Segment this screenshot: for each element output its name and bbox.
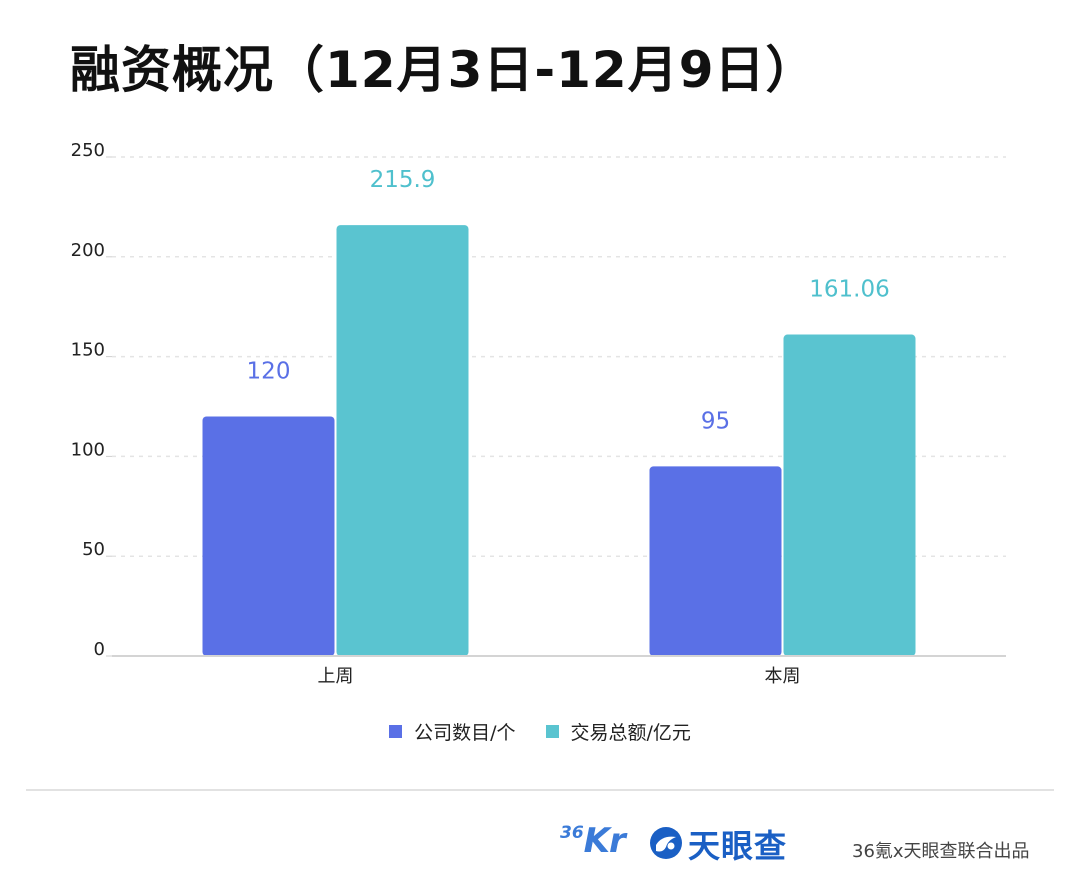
x-axis-ticks: 上周 本周 bbox=[318, 666, 801, 687]
data-label: 215.9 bbox=[370, 167, 436, 193]
legend-swatch-amount bbox=[545, 725, 559, 738]
bar-chart: 0 50 100 150 200 250 120 215.9 95 161.06 上周 本周 bbox=[71, 140, 1006, 687]
bar-amount-1 bbox=[783, 334, 916, 656]
logo-tianyancha-text: 天眼查 bbox=[688, 827, 788, 865]
legend-item-companies: 公司数目/个 bbox=[389, 718, 515, 745]
logo-36kr-number: 36 bbox=[560, 823, 584, 843]
data-label: 95 bbox=[701, 408, 730, 434]
legend-item-amount: 交易总额/亿元 bbox=[545, 718, 691, 745]
y-tick-label: 0 bbox=[94, 639, 105, 660]
footer-credit: 36氪x天眼查联合出品 bbox=[852, 841, 1030, 862]
legend-label-companies: 公司数目/个 bbox=[414, 722, 516, 744]
logo-36kr-letters: Kr bbox=[583, 821, 626, 861]
footer: 36Kr 天眼查 36氪x天眼查联合出品 bbox=[0, 815, 1080, 875]
data-labels: 120 215.9 95 161.06 bbox=[247, 167, 890, 434]
bars bbox=[202, 225, 916, 656]
bar-amount-0 bbox=[336, 225, 469, 656]
x-tick-label: 上周 bbox=[318, 666, 354, 687]
y-tick-label: 150 bbox=[71, 340, 105, 361]
logo-36kr: 36Kr bbox=[560, 821, 626, 861]
page-title: 融资概况（12月3日-12月9日） bbox=[70, 41, 817, 99]
data-label: 161.06 bbox=[809, 277, 889, 303]
bar-companies-0 bbox=[202, 416, 335, 656]
legend-label-amount: 交易总额/亿元 bbox=[570, 722, 691, 744]
y-axis-ticks: 0 50 100 150 200 250 bbox=[71, 140, 105, 660]
y-tick-label: 250 bbox=[71, 140, 105, 161]
data-label: 120 bbox=[247, 358, 291, 384]
grid-lines bbox=[106, 156, 1006, 657]
bar-companies-1 bbox=[649, 466, 782, 656]
legend-swatch-companies bbox=[389, 725, 403, 738]
chart-legend: 公司数目/个 交易总额/亿元 bbox=[0, 718, 1080, 745]
y-tick-label: 100 bbox=[71, 439, 105, 460]
tianyancha-logo-icon bbox=[650, 827, 682, 859]
y-tick-label: 50 bbox=[82, 539, 105, 560]
footer-divider bbox=[26, 789, 1054, 791]
x-tick-label: 本周 bbox=[765, 666, 801, 687]
y-tick-label: 200 bbox=[71, 240, 105, 261]
